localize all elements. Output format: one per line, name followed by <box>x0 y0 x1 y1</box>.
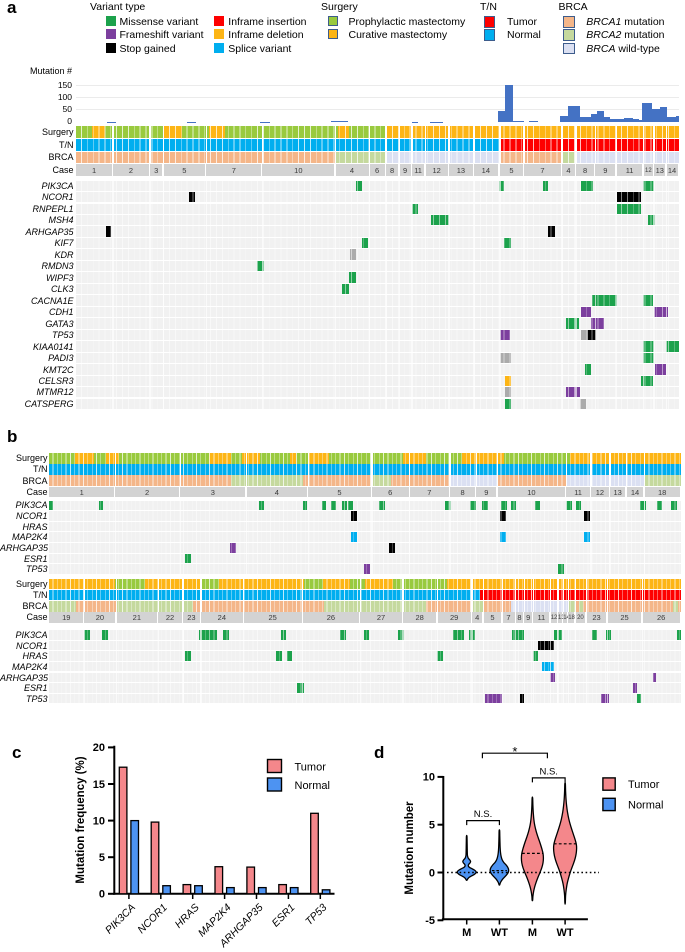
svg-text:N.S.: N.S. <box>474 809 492 820</box>
svg-text:10: 10 <box>93 815 105 827</box>
svg-text:TP53: TP53 <box>303 901 329 927</box>
svg-text:NCOR1: NCOR1 <box>135 902 169 936</box>
svg-text:N.S.: N.S. <box>539 767 557 778</box>
svg-text:M: M <box>462 927 471 939</box>
svg-text:Normal: Normal <box>628 800 663 812</box>
svg-text:PIK3CA: PIK3CA <box>103 902 138 937</box>
svg-text:c: c <box>12 743 21 762</box>
svg-text:*: * <box>512 744 517 759</box>
svg-text:15: 15 <box>93 779 105 791</box>
svg-text:Mutation frequency (%): Mutation frequency (%) <box>75 756 87 883</box>
svg-text:5: 5 <box>99 852 105 864</box>
svg-text:Tumor: Tumor <box>628 779 660 791</box>
svg-text:ESR1: ESR1 <box>270 902 298 930</box>
svg-text:WT: WT <box>491 927 508 939</box>
svg-text:d: d <box>374 743 384 762</box>
svg-text:Mutation number: Mutation number <box>404 801 416 895</box>
svg-text:WT: WT <box>557 927 574 939</box>
svg-text:5: 5 <box>429 820 435 832</box>
svg-text:10: 10 <box>423 772 435 784</box>
svg-text:0: 0 <box>429 867 435 879</box>
svg-text:Tumor: Tumor <box>295 762 327 774</box>
svg-text:M: M <box>528 927 537 939</box>
svg-text:0: 0 <box>99 889 105 901</box>
svg-text:20: 20 <box>93 742 105 754</box>
svg-text:HRAS: HRAS <box>173 902 202 931</box>
svg-text:Normal: Normal <box>295 780 330 792</box>
svg-text:-5: -5 <box>425 915 435 927</box>
